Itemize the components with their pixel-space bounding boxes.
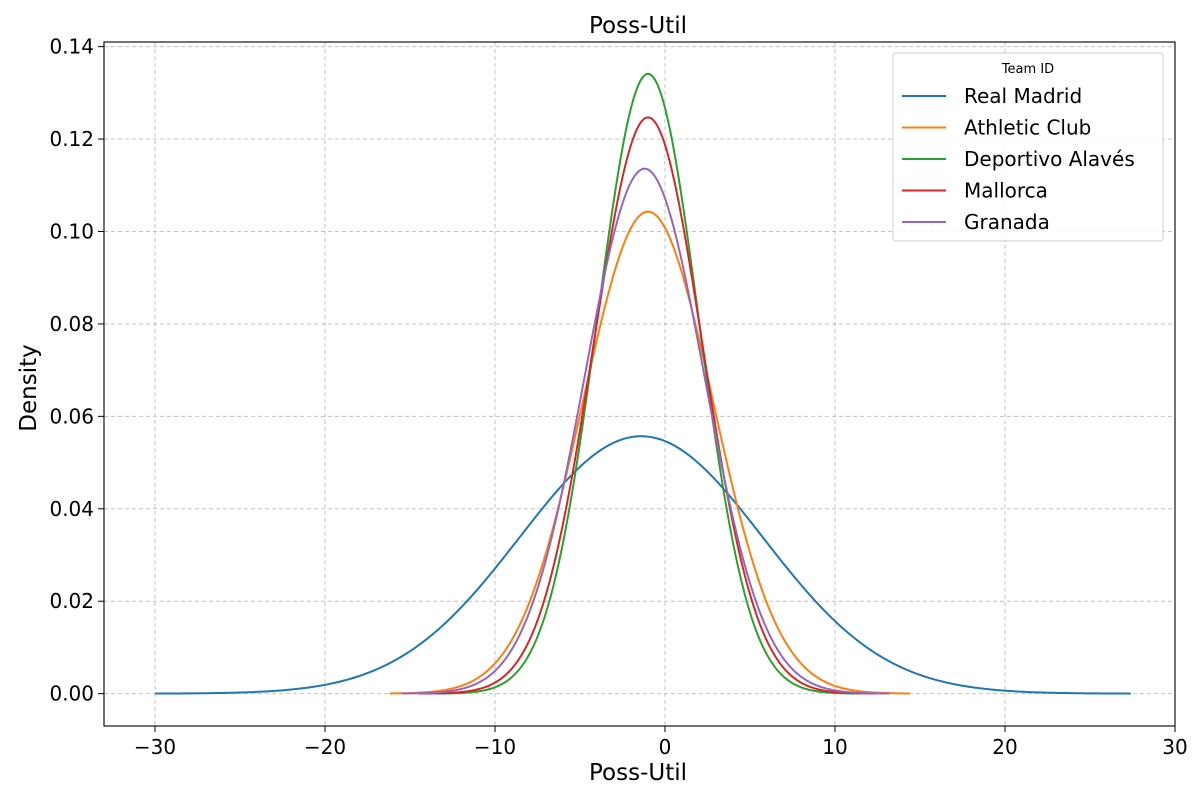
- y-tick-label: 0.12: [49, 127, 94, 151]
- x-axis-label: Poss-Util: [589, 760, 687, 786]
- series-lines: [154, 72, 1131, 695]
- x-tick-label: 10: [822, 735, 847, 759]
- y-tick-label: 0.02: [49, 589, 94, 613]
- x-tick-label: 30: [1162, 735, 1187, 759]
- x-tick-label: −10: [474, 735, 516, 759]
- legend-label: Mallorca: [964, 179, 1048, 203]
- series-line-real-madrid: [154, 435, 1131, 695]
- y-axis-ticks: 0.00 0.02 0.04 0.06 0.08 0.10 0.12 0.14: [49, 35, 104, 706]
- legend-box: [892, 52, 1164, 242]
- series-line-mallorca: [418, 116, 878, 695]
- y-tick-label: 0.00: [49, 682, 94, 706]
- legend-label: Athletic Club: [964, 116, 1091, 140]
- legend-label: Real Madrid: [964, 84, 1082, 108]
- legend: Team ID Real Madrid Athletic Club Deportiv…: [892, 52, 1164, 242]
- series-line-athletic-club: [389, 210, 910, 695]
- legend-label: Granada: [964, 210, 1050, 234]
- legend-label: Deportivo Alavés: [964, 147, 1135, 171]
- legend-title: Team ID: [1001, 62, 1054, 77]
- y-tick-label: 0.06: [49, 404, 94, 428]
- x-axis-ticks: −30 −20 −10 0 10 20 30: [134, 726, 1188, 759]
- y-tick-label: 0.10: [49, 219, 94, 243]
- series-line-deportivo-alav-s: [435, 72, 861, 695]
- x-tick-label: 20: [992, 735, 1017, 759]
- x-tick-label: −20: [304, 735, 346, 759]
- y-tick-label: 0.04: [49, 497, 94, 521]
- y-axis-label: Density: [16, 344, 42, 431]
- x-tick-label: 0: [659, 735, 672, 759]
- x-tick-label: −30: [134, 735, 176, 759]
- chart-title: Poss-Util: [589, 13, 687, 39]
- series-line-granada: [401, 167, 890, 695]
- y-tick-label: 0.08: [49, 312, 94, 336]
- y-tick-label: 0.14: [49, 35, 94, 59]
- plot-frame: [103, 41, 1176, 727]
